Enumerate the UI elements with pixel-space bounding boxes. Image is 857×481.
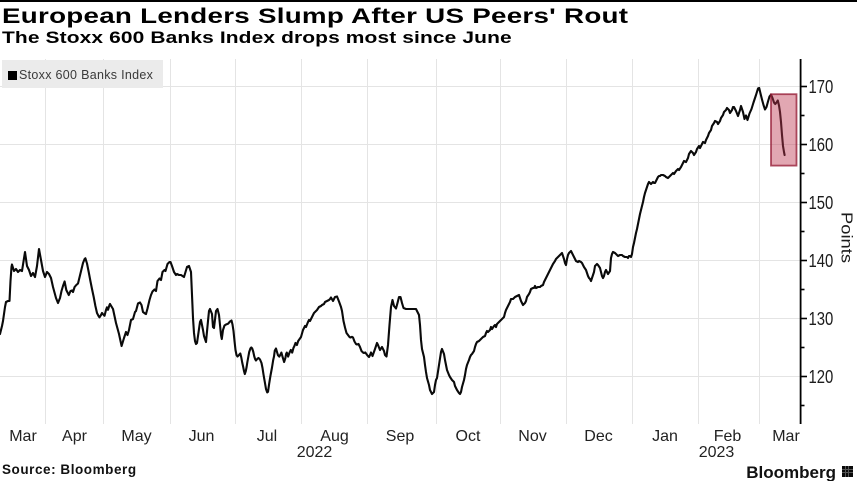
- svg-text:Oct: Oct: [456, 428, 481, 445]
- svg-text:150: 150: [809, 193, 834, 213]
- svg-text:140: 140: [809, 251, 834, 271]
- svg-text:Jun: Jun: [189, 428, 215, 445]
- svg-text:2022: 2022: [297, 444, 333, 461]
- svg-text:Mar: Mar: [772, 428, 800, 445]
- svg-text:160: 160: [809, 135, 834, 155]
- svg-text:Mar: Mar: [9, 428, 37, 445]
- svg-text:Nov: Nov: [518, 428, 546, 445]
- svg-text:130: 130: [809, 309, 834, 329]
- svg-text:2023: 2023: [699, 444, 735, 461]
- svg-text:120: 120: [809, 367, 834, 387]
- svg-text:Points: Points: [838, 212, 855, 263]
- svg-text:Jul: Jul: [257, 428, 277, 445]
- svg-text:Aug: Aug: [320, 428, 348, 445]
- svg-text:Apr: Apr: [62, 428, 88, 445]
- svg-text:Jan: Jan: [652, 428, 678, 445]
- svg-text:Sep: Sep: [386, 428, 415, 445]
- svg-text:Dec: Dec: [584, 428, 612, 445]
- svg-text:170: 170: [809, 77, 834, 97]
- svg-text:Feb: Feb: [714, 428, 742, 445]
- svg-text:May: May: [121, 428, 151, 445]
